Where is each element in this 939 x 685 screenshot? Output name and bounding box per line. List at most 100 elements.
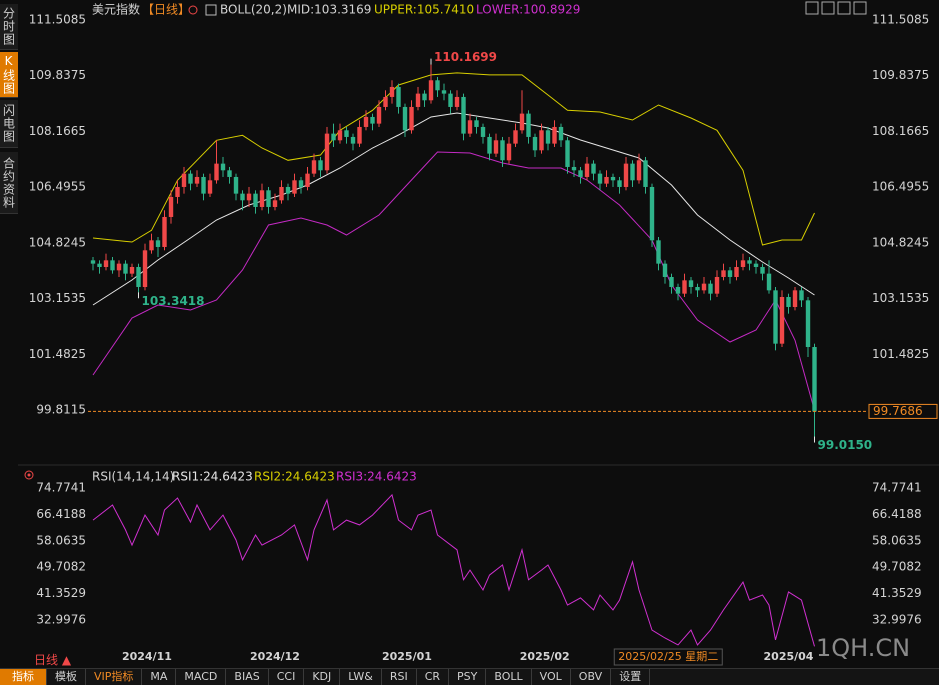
- indicator-tab[interactable]: VOL: [532, 669, 571, 685]
- candle-body: [188, 173, 193, 184]
- candle-body: [571, 166, 577, 171]
- boll-lower: LOWER:100.8929: [476, 3, 580, 17]
- tool-icon[interactable]: [837, 1, 851, 15]
- rsi-legend: RSI2:24.6423: [254, 470, 335, 484]
- candle-body: [493, 140, 499, 154]
- candle-body: [428, 80, 434, 101]
- indicator-tab[interactable]: RSI: [382, 669, 417, 685]
- indicator-tab[interactable]: 指标: [0, 669, 47, 685]
- y-tick-label-right: 111.5085: [872, 12, 929, 26]
- tool-icon[interactable]: [805, 1, 819, 15]
- candle-body: [136, 266, 141, 287]
- footer-period[interactable]: 日线 ▲: [34, 653, 72, 667]
- candle-body: [610, 176, 616, 181]
- indicator-tab[interactable]: 模板: [47, 669, 86, 685]
- candle-body: [454, 96, 460, 107]
- candle-body: [539, 130, 544, 151]
- candle-body: [194, 176, 200, 184]
- candle-body: [324, 133, 330, 171]
- candle-body: [675, 286, 681, 294]
- indicator-tab[interactable]: LW&: [340, 669, 382, 685]
- candle-body: [162, 216, 167, 247]
- indicator-icon[interactable]: [205, 4, 217, 16]
- candle-body: [779, 296, 785, 344]
- candle-body: [149, 240, 154, 251]
- tool-icon[interactable]: [821, 1, 835, 15]
- candle-body: [552, 126, 557, 144]
- candle-body: [396, 86, 401, 107]
- candle-body: [370, 116, 375, 124]
- indicator-tab[interactable]: 设置: [611, 669, 651, 685]
- candle-body: [279, 186, 284, 201]
- y-tick-label-right: 49.7082: [872, 560, 922, 574]
- indicator-tab[interactable]: OBV: [571, 669, 612, 685]
- candle-body: [227, 170, 232, 177]
- candle-body: [558, 126, 564, 141]
- rsi-title: RSI(14,14,14): [92, 470, 174, 484]
- candle-body: [532, 136, 538, 151]
- indicator-tab[interactable]: CCI: [269, 669, 305, 685]
- candle-body: [649, 186, 655, 241]
- candle-body: [506, 143, 512, 161]
- tab-contract[interactable]: 合约资料: [0, 152, 18, 214]
- candle-body: [97, 263, 102, 267]
- candle-body: [643, 160, 648, 187]
- tab-timeshare[interactable]: 分时图: [0, 4, 18, 50]
- y-tick-label-left: 66.4188: [36, 507, 86, 521]
- candle-body: [292, 180, 297, 194]
- candle-body: [155, 240, 161, 247]
- candle-body: [636, 160, 642, 181]
- candle-body: [584, 163, 590, 177]
- y-tick-label-right: 74.7741: [872, 481, 922, 495]
- tool-icon[interactable]: [853, 1, 867, 15]
- settings-icon[interactable]: [24, 470, 34, 480]
- candle-body: [630, 163, 635, 181]
- y-tick-label-right: 104.8245: [872, 235, 929, 249]
- period[interactable]: 【日线】: [142, 3, 190, 17]
- candle-body: [604, 176, 609, 184]
- candle-body: [526, 113, 531, 137]
- annotation-label: 99.0150: [818, 438, 873, 452]
- indicator-tab[interactable]: MACD: [176, 669, 227, 685]
- settings-icon-dot: [27, 473, 31, 477]
- y-tick-label-right: 106.4955: [872, 180, 929, 194]
- candle-body: [142, 250, 148, 287]
- candle-body: [253, 193, 258, 207]
- candle-body: [311, 160, 317, 174]
- candle-body: [331, 133, 336, 141]
- indicator-tab[interactable]: BOLL: [486, 669, 532, 685]
- current-price-box: [868, 403, 938, 419]
- indicator-tab[interactable]: BIAS: [226, 669, 269, 685]
- tab-kline[interactable]: K线图: [0, 52, 18, 98]
- candle-body: [688, 280, 694, 287]
- indicator-tab[interactable]: KDJ: [304, 669, 341, 685]
- y-tick-label-left: 103.1535: [29, 291, 86, 305]
- annotation-label: 110.1699: [434, 50, 497, 64]
- candle-body: [201, 176, 206, 194]
- candle-body: [383, 96, 388, 107]
- rsi-legend: RSI1:24.6423: [172, 470, 253, 484]
- candle-body: [773, 290, 778, 344]
- symbol: 美元指数: [92, 2, 140, 17]
- x-tick-label: 2024/11: [122, 650, 172, 663]
- y-tick-label-left: 101.4825: [29, 347, 86, 361]
- candle-body: [123, 263, 128, 274]
- add-icon[interactable]: [188, 5, 198, 15]
- boll-upper: UPPER:105.7410: [374, 3, 474, 17]
- rsi-legend: RSI3:24.6423: [336, 470, 417, 484]
- indicator-tab[interactable]: VIP指标: [86, 669, 143, 685]
- candle-body: [266, 190, 271, 207]
- indicator-tab[interactable]: PSY: [449, 669, 487, 685]
- candle-body: [110, 260, 115, 271]
- candle-body: [357, 126, 362, 144]
- candle-body: [753, 263, 759, 267]
- y-tick-label-left: 49.7082: [36, 560, 86, 574]
- cursor-label: 2025/02/25 星期二: [618, 650, 718, 663]
- indicator-tab[interactable]: CR: [417, 669, 450, 685]
- y-tick-label-right: 58.0635: [872, 533, 922, 547]
- tab-flash[interactable]: 闪电图: [0, 100, 18, 148]
- current-price-label: 99.7686: [873, 404, 923, 418]
- indicator-tab[interactable]: MA: [142, 669, 177, 685]
- x-tick-label: 2024/12: [250, 650, 300, 663]
